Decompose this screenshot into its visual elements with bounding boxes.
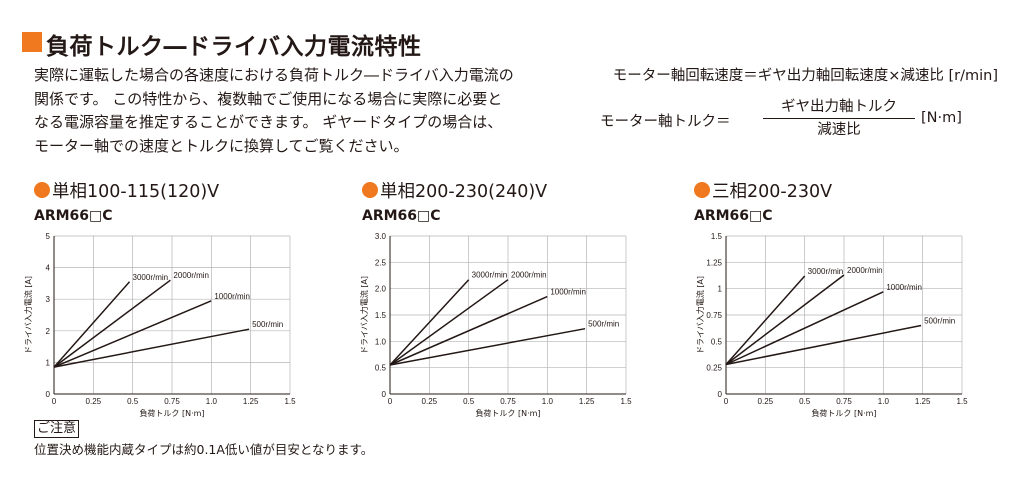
bullet-dot (362, 182, 378, 198)
y-tick-label: 1.0 (375, 337, 387, 346)
x-tick-label: 0 (388, 397, 393, 406)
y-tick-label: 1 (718, 285, 723, 294)
series-line (53, 281, 131, 368)
y-tick-label: 0 (718, 390, 723, 399)
series-line (389, 279, 509, 366)
series-line (53, 279, 171, 368)
x-tick-label: 0 (52, 397, 57, 406)
x-tick-label: 1.0 (878, 397, 890, 406)
speed-formula: モーター軸回転速度＝ギヤ出力軸回転速度×減速比 [r/min] (612, 68, 998, 84)
torque-formula-lhs: モーター軸トルク＝ (600, 114, 731, 130)
y-tick-label: 2.0 (375, 285, 387, 294)
series-line (725, 324, 922, 366)
y-tick-label: 4 (46, 264, 51, 273)
series-label: 500r/min (252, 320, 283, 329)
series-label: 3000r/min (808, 267, 844, 276)
bullet-dot (694, 182, 710, 198)
title-marker (22, 32, 42, 52)
y-tick-label: 2 (46, 327, 51, 336)
x-tick-label: 1.5 (284, 397, 296, 406)
current-chart-three-200: 0 0.25 0.5 0.75 1.0 1.25 1.5 0 0.25 0.5 0.75 1 1.25 1… (695, 232, 968, 418)
y-tick-label: 1.5 (711, 232, 723, 241)
x-tick-label: 0 (724, 397, 729, 406)
y-tick-label: 2.5 (375, 258, 387, 267)
series-line (725, 291, 884, 366)
section-title: 単相100-115(120)V (52, 182, 220, 202)
page-title: 負荷トルク―ドライバ入力電流特性 (46, 34, 422, 60)
y-tick-label: 0.5 (375, 364, 387, 373)
x-tick-label: 0.25 (758, 397, 774, 406)
y-tick-label: 0.25 (706, 364, 722, 373)
x-tick-label: 1.0 (206, 397, 218, 406)
x-tick-label: 1.5 (956, 397, 968, 406)
y-tick-label: 0.5 (711, 337, 723, 346)
y-tick-label: 0 (382, 390, 387, 399)
bullet-dot (34, 182, 50, 198)
series-label: 1000r/min (214, 292, 250, 301)
series-line (389, 279, 470, 366)
torque-numerator: ギヤ出力軸トルク (781, 99, 897, 115)
y-tick-label: 1.25 (706, 258, 722, 267)
x-tick-label: 1.5 (620, 397, 632, 406)
y-axis-label: ドライバ入力電流 [A] (23, 276, 33, 354)
series-line (53, 328, 250, 368)
series-label: 3000r/min (133, 273, 169, 282)
y-tick-label: 5 (46, 232, 51, 241)
series-line (389, 327, 586, 366)
series-label: 500r/min (924, 317, 955, 326)
series-line (389, 295, 548, 366)
torque-fraction: ギヤ出力軸トルク 減速比 (763, 96, 915, 141)
series-label: 2000r/min (173, 271, 209, 280)
current-chart-single-100: 0 0.25 0.5 0.75 1.0 1.25 1.5 0 1 2 3 4 5 3000r/min 200… (23, 232, 296, 418)
x-tick-label: 0.5 (463, 397, 475, 406)
y-tick-label: 0.75 (706, 311, 722, 320)
torque-formula: モーター軸トルク＝ ギヤ出力軸トルク 減速比 [N·m] (600, 96, 1010, 142)
y-tick-label: 1.5 (375, 311, 387, 320)
x-tick-label: 1.25 (915, 397, 931, 406)
torque-denominator: 減速比 (817, 122, 861, 138)
model-name: ARM66□C (34, 208, 113, 224)
x-tick-label: 0.5 (799, 397, 811, 406)
series-line (53, 300, 212, 368)
series-label: 2000r/min (511, 271, 547, 280)
y-tick-label: 3 (46, 295, 51, 304)
series-label: 500r/min (588, 320, 619, 329)
x-tick-label: 1.25 (243, 397, 259, 406)
section-title: 三相200-230V (712, 182, 833, 202)
intro-paragraph: 実際に運転した場合の各速度における負荷トルク―ドライバ入力電流の関係です。 この… (34, 66, 514, 155)
series-line (725, 275, 806, 365)
x-tick-label: 1.0 (542, 397, 554, 406)
y-tick-label: 3.0 (375, 232, 387, 241)
x-tick-label: 0.75 (500, 397, 516, 406)
x-tick-label: 1.25 (579, 397, 595, 406)
x-tick-label: 0.25 (86, 397, 102, 406)
fraction-bar (763, 118, 915, 119)
section-title: 単相200-230(240)V (380, 182, 548, 202)
series-label: 2000r/min (847, 266, 883, 275)
x-tick-label: 0.5 (127, 397, 139, 406)
model-name: ARM66□C (362, 208, 441, 224)
x-axis-label: 負荷トルク [N·m] (811, 408, 876, 418)
x-axis-label: 負荷トルク [N·m] (475, 408, 540, 418)
caution-text: 位置決め機能内蔵タイプは約0.1A低い値が目安となります。 (34, 442, 374, 457)
model-name: ARM66□C (694, 208, 773, 224)
y-tick-label: 1 (46, 358, 51, 367)
current-chart-single-200: 0 0.25 0.5 0.75 1.0 1.25 1.5 0 0.5 1.0 1.5 2.0 2.5 3.… (359, 232, 632, 418)
x-tick-label: 0.25 (422, 397, 438, 406)
series-label: 1000r/min (550, 288, 586, 297)
torque-unit: [N·m] (921, 110, 962, 126)
y-tick-label: 0 (46, 390, 51, 399)
caution-label: ご注意 (34, 420, 80, 438)
series-label: 1000r/min (886, 283, 922, 292)
y-axis-label: ドライバ入力電流 [A] (695, 276, 705, 354)
x-tick-label: 0.75 (836, 397, 852, 406)
y-axis-label: ドライバ入力電流 [A] (359, 276, 369, 354)
x-tick-label: 0.75 (164, 397, 180, 406)
x-axis-label: 負荷トルク [N·m] (139, 408, 204, 418)
series-label: 3000r/min (472, 271, 508, 280)
series-line (725, 274, 845, 366)
